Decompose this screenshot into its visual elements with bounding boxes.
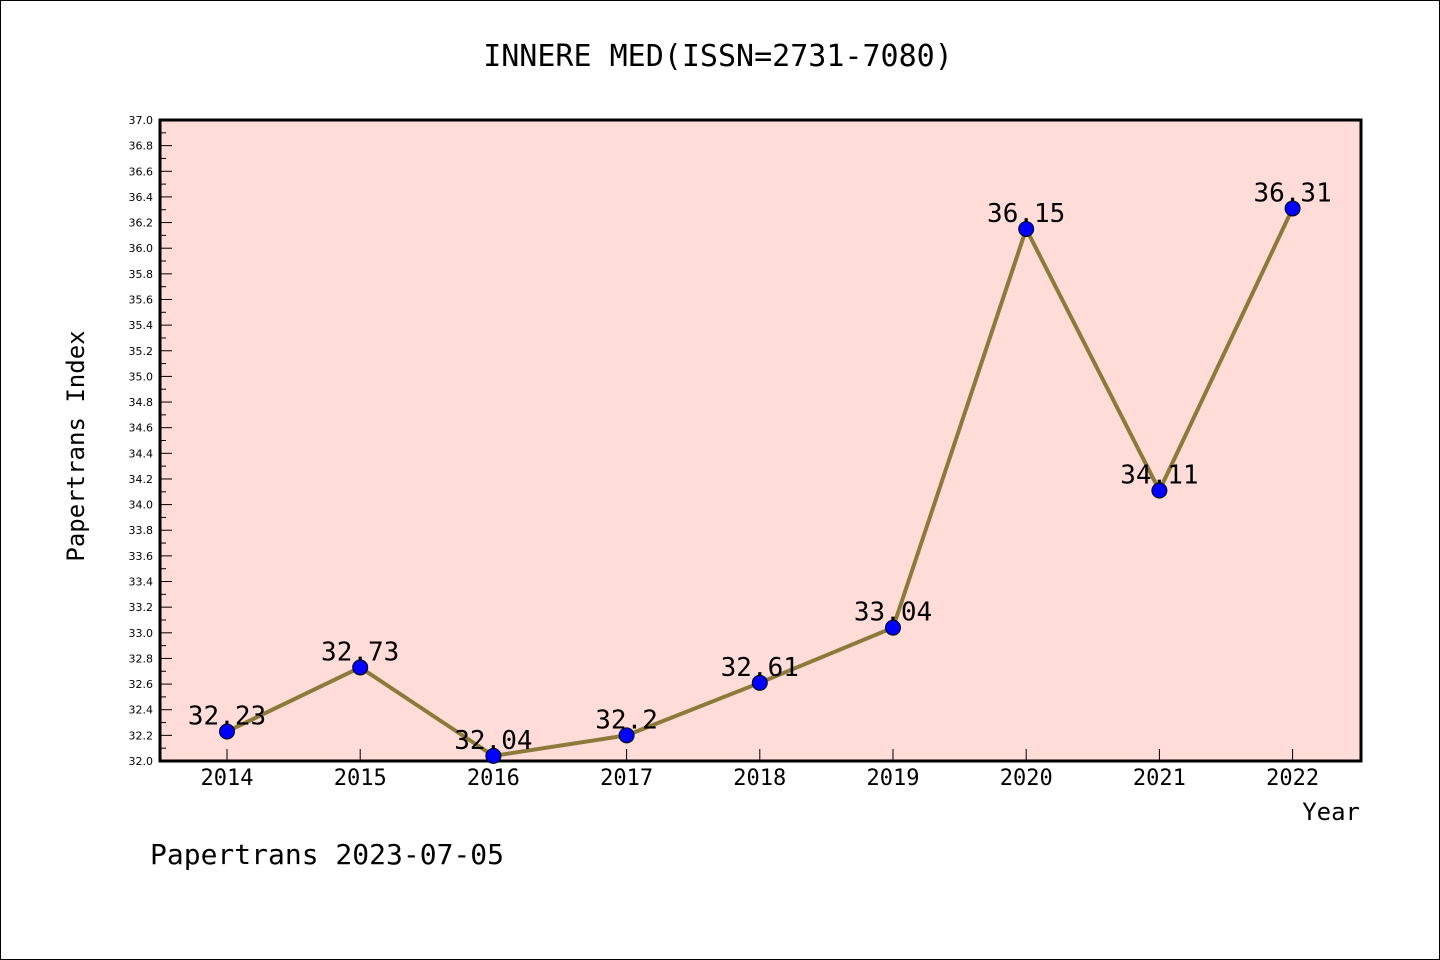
- y-tick-label: 32.4: [129, 704, 154, 717]
- data-label: 32.2: [595, 705, 658, 735]
- data-point: [618, 727, 635, 744]
- y-tick-label: 33.4: [129, 576, 154, 589]
- data-point: [885, 619, 901, 636]
- data-point: [352, 659, 369, 676]
- y-tick-label: 32.8: [129, 652, 154, 665]
- y-tick-label: 32.2: [129, 729, 154, 742]
- y-axis-title: Papertrans Index: [62, 330, 90, 561]
- x-axis-title: Year: [1302, 798, 1360, 826]
- y-tick-label: 33.2: [129, 601, 154, 614]
- y-tick-label: 34.8: [129, 396, 154, 409]
- x-tick-label: 2022: [1266, 766, 1319, 791]
- data-label: 32.23: [188, 702, 266, 732]
- x-tick-label: 2019: [867, 766, 920, 791]
- x-tick-label: 2020: [1000, 766, 1053, 791]
- data-point: [1018, 220, 1035, 237]
- y-tick-label: 36.6: [129, 165, 154, 178]
- data-point: [219, 723, 235, 740]
- data-point: [485, 747, 502, 764]
- y-axis: 32.0 32.2 32.4 32.6 32.8 33.0 33.2 33.4 33.6 33.8…: [129, 114, 172, 768]
- y-tick-label: 34.0: [129, 499, 154, 512]
- data-point: [1284, 200, 1301, 217]
- y-tick-label: 34.4: [129, 447, 154, 460]
- series-group: 32.23 32.73 32.04 32.2 32.61 33.04 36.15 34.11 3…: [188, 178, 1332, 764]
- data-label: 33.04: [854, 598, 932, 628]
- y-tick-label: 33.8: [129, 524, 154, 537]
- y-tick-label: 32.0: [129, 755, 154, 768]
- y-tick-label: 33.0: [129, 627, 154, 640]
- y-tick-label: 35.0: [129, 370, 154, 383]
- y-tick-label: 35.8: [129, 268, 154, 281]
- footer-text: Papertrans 2023-07-05: [150, 838, 504, 871]
- y-tick-label: 36.4: [129, 191, 154, 204]
- y-tick-label: 35.2: [129, 345, 154, 358]
- y-tick-label: 35.4: [129, 319, 154, 332]
- y-tick-label: 37.0: [129, 114, 154, 127]
- data-label: 32.61: [721, 653, 799, 683]
- y-tick-label: 36.8: [129, 140, 154, 153]
- x-tick-label: 2021: [1133, 766, 1186, 791]
- plot-area: [158, 118, 1363, 763]
- data-label: 36.15: [987, 199, 1065, 229]
- y-tick-label: 36.0: [129, 242, 154, 255]
- x-tick-label: 2014: [201, 766, 254, 791]
- y-tick-label: 34.6: [129, 422, 154, 435]
- y-tick-label: 34.2: [129, 473, 154, 486]
- data-point: [1151, 482, 1168, 499]
- data-label: 34.11: [1120, 460, 1198, 490]
- data-point: [751, 674, 768, 691]
- y-tick-label: 35.6: [129, 293, 154, 306]
- data-label: 36.31: [1253, 178, 1331, 208]
- x-tick-label: 2015: [334, 766, 387, 791]
- x-tick-label: 2016: [467, 766, 520, 791]
- y-tick-label: 32.6: [129, 678, 154, 691]
- x-tick-label: 2017: [600, 766, 653, 791]
- data-label: 32.73: [321, 637, 399, 667]
- data-label: 32.04: [454, 726, 532, 756]
- chart-title: INNERE MED(ISSN=2731-7080): [483, 39, 953, 74]
- x-axis: 2014 2015 2016 2017 2018 2019 2020 2021 2022: [201, 749, 1319, 791]
- y-tick-label: 33.6: [129, 550, 154, 563]
- y-tick-label: 36.2: [129, 217, 154, 230]
- x-tick-label: 2018: [733, 766, 786, 791]
